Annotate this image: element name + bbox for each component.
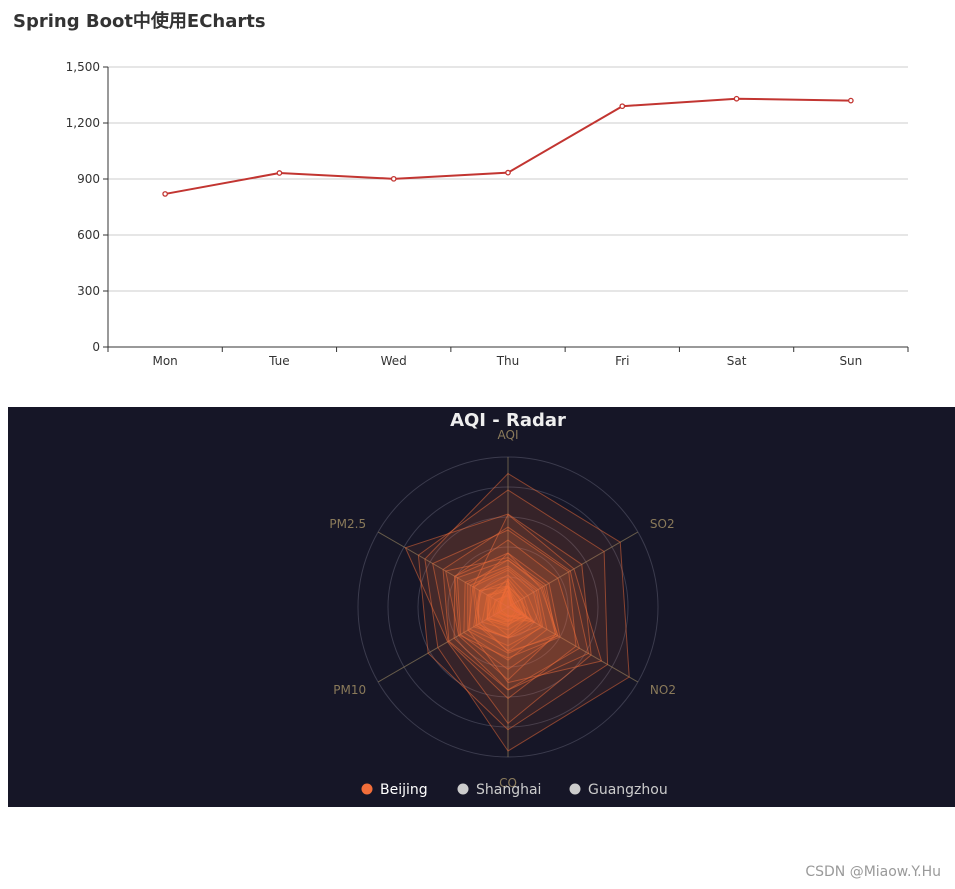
y-tick-label: 0 xyxy=(92,340,100,354)
legend-label: Beijing xyxy=(380,782,428,798)
watermark: CSDN @Miaow.Y.Hu xyxy=(805,864,941,880)
radar-polygon[interactable] xyxy=(453,539,581,691)
radar-indicator-label: PM10 xyxy=(333,683,366,697)
radar-polygon[interactable] xyxy=(404,513,592,725)
legend-item-guangzhou[interactable]: Guangzhou xyxy=(569,782,668,798)
y-tick-label: 600 xyxy=(77,228,100,242)
data-point[interactable] xyxy=(619,103,626,110)
data-point[interactable] xyxy=(848,97,854,104)
radar-polygon[interactable] xyxy=(424,472,630,752)
radar-polygon[interactable] xyxy=(445,556,557,681)
radar-polygon[interactable] xyxy=(469,567,544,647)
y-tick-label: 1,500 xyxy=(66,60,100,74)
radar-polygon[interactable] xyxy=(432,529,577,700)
data-point[interactable] xyxy=(733,95,740,102)
radar-axis-line xyxy=(507,606,639,683)
x-tick-label: Mon xyxy=(152,354,177,368)
radar-polygon[interactable] xyxy=(473,552,559,652)
page-title: Spring Boot中使用ECharts xyxy=(13,11,266,32)
data-point[interactable] xyxy=(390,175,397,182)
radar-title: AQI - Radar xyxy=(450,410,566,431)
radar-polygon[interactable] xyxy=(487,586,526,625)
radar-axis-line xyxy=(507,531,639,608)
legend-label: Shanghai xyxy=(476,782,541,798)
radar-indicator-label: NO2 xyxy=(650,683,676,697)
series-line xyxy=(164,97,851,195)
x-tick-label: Fri xyxy=(615,354,629,368)
radar-polygon[interactable] xyxy=(488,586,525,626)
legend-item-shanghai[interactable]: Shanghai xyxy=(457,782,542,798)
legend-marker xyxy=(457,783,469,795)
radar-chart-panel: AQI - Radar AQI SO2 NO2 CO PM10 PM2.5 Beijing Sh… xyxy=(8,407,955,807)
x-tick-label: Sat xyxy=(727,354,747,368)
data-point[interactable] xyxy=(276,170,283,176)
radar-indicator-label: SO2 xyxy=(650,517,675,531)
data-point[interactable] xyxy=(162,191,168,197)
data-point[interactable] xyxy=(505,169,511,176)
radar-indicator-label: PM2.5 xyxy=(329,517,366,531)
legend-marker xyxy=(569,783,581,795)
line-chart: 0 300 600 900 1,200 1,500 Mon Tue Wed Thu Fri Sat Su… xyxy=(66,60,909,368)
legend-label: Guangzhou xyxy=(588,782,668,798)
radar-indicator-label: AQI xyxy=(498,428,519,442)
x-tick-label: Tue xyxy=(268,354,290,368)
radar-indicator-label: CO xyxy=(499,776,517,790)
y-tick-label: 300 xyxy=(77,284,100,298)
radar-polygon[interactable] xyxy=(486,590,522,623)
legend-marker xyxy=(361,783,373,795)
radar-polygon[interactable] xyxy=(499,582,530,620)
radar-polygon[interactable] xyxy=(474,580,535,639)
radar-polygon[interactable] xyxy=(417,489,609,731)
y-tick-label: 900 xyxy=(77,172,100,186)
radar-polygon[interactable] xyxy=(467,513,603,684)
radar-polygon[interactable] xyxy=(473,585,528,638)
x-tick-label: Thu xyxy=(496,354,520,368)
legend-item-beijing[interactable]: Beijing xyxy=(361,782,428,798)
x-tick-label: Wed xyxy=(381,354,407,368)
y-tick-label: 1,200 xyxy=(66,116,100,130)
x-tick-label: Sun xyxy=(839,354,862,368)
